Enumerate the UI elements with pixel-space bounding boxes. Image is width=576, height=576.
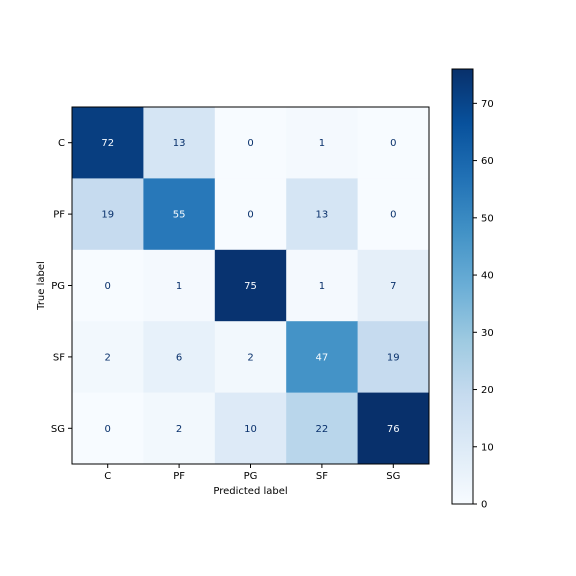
cell-value-label: 2 (247, 352, 253, 363)
cell-value-label: 13 (316, 210, 329, 221)
cell-value-label: 22 (316, 424, 329, 435)
x-axis-label: Predicted label (213, 486, 287, 497)
colorbar-tick-label: 0 (481, 500, 487, 511)
heatmap-cells: 72 13 0 1 019 55 0 13 00 1 75 1 72 6 2 47 190 2 10 22 76 (72, 107, 430, 465)
colorbar-tick-label: 10 (481, 442, 494, 453)
x-axis-ticks: C PF PG SF SG (104, 464, 400, 482)
cell-value-label: 76 (387, 424, 400, 435)
colorbar-tick-label: 70 (481, 99, 494, 110)
heatmap-cell (143, 321, 216, 394)
heatmap-cell (72, 178, 144, 251)
colorbar-ticks: 0 10 20 30 40 50 60 70 (473, 99, 494, 511)
colorbar-tick-label: 40 (481, 271, 494, 282)
cell-value-label: 0 (247, 138, 253, 149)
y-axis-ticks: C PF PG SF SG (51, 138, 72, 435)
cell-value-label: 0 (247, 210, 253, 221)
colorbar: 0 10 20 30 40 50 60 70 (451, 68, 494, 511)
cell-value-label: 0 (105, 424, 111, 435)
heatmap-cell (72, 392, 144, 465)
heatmap-cell (143, 249, 216, 322)
heatmap-cell (357, 107, 430, 179)
cell-value-label: 6 (176, 352, 182, 363)
heatmap-cell (357, 392, 430, 465)
cell-value-label: 0 (390, 210, 396, 221)
y-tick-label: PF (53, 210, 65, 221)
cell-value-label: 2 (105, 352, 111, 363)
cell-value-label: 55 (173, 210, 186, 221)
cell-value-label: 72 (101, 138, 114, 149)
cell-value-label: 19 (387, 352, 400, 363)
x-tick-label: PG (244, 471, 258, 482)
colorbar-tick-label: 60 (481, 156, 494, 167)
cell-value-label: 0 (105, 281, 111, 292)
heatmap-cell (72, 321, 144, 394)
x-tick-label: PF (173, 471, 185, 482)
heatmap-cell (357, 321, 430, 394)
heatmap-cell (214, 249, 287, 322)
colorbar-tick-label: 20 (481, 385, 494, 396)
heatmap-cell (286, 249, 359, 322)
heatmap-cell (286, 392, 359, 465)
cell-value-label: 0 (390, 138, 396, 149)
y-tick-label: C (58, 138, 65, 149)
y-tick-label: PG (51, 281, 65, 292)
cell-value-label: 47 (316, 352, 329, 363)
cell-value-label: 1 (176, 281, 182, 292)
heatmap-cell (72, 107, 144, 179)
cell-value-label: 7 (390, 281, 396, 292)
heatmap-cell (214, 107, 287, 179)
heatmap-cell (143, 392, 216, 465)
heatmap-cell (143, 107, 216, 179)
cell-value-label: 1 (319, 138, 325, 149)
heatmap-cell (286, 321, 359, 394)
x-tick-label: C (104, 471, 111, 482)
heatmap-cell (143, 178, 216, 251)
colorbar-tick-label: 30 (481, 328, 494, 339)
heatmap-cell (357, 178, 430, 251)
y-tick-label: SG (51, 424, 65, 435)
cell-value-label: 13 (173, 138, 186, 149)
heatmap-cell (286, 178, 359, 251)
heatmap-cell (357, 249, 430, 322)
x-tick-label: SF (316, 471, 328, 482)
cell-value-label: 2 (176, 424, 182, 435)
heatmap-cell (214, 321, 287, 394)
cell-value-label: 19 (101, 210, 114, 221)
colorbar-tick-label: 50 (481, 213, 494, 224)
y-axis-label: True label (36, 261, 47, 311)
x-tick-label: SG (386, 471, 400, 482)
colorbar-gradient (451, 68, 474, 505)
heatmap-cell (286, 107, 359, 179)
heatmap-cell (214, 392, 287, 465)
cell-value-label: 75 (244, 281, 257, 292)
heatmap-cell (72, 249, 144, 322)
heatmap-cell (214, 178, 287, 251)
y-tick-label: SF (53, 352, 65, 363)
cell-value-label: 10 (244, 424, 257, 435)
cell-value-label: 1 (319, 281, 325, 292)
